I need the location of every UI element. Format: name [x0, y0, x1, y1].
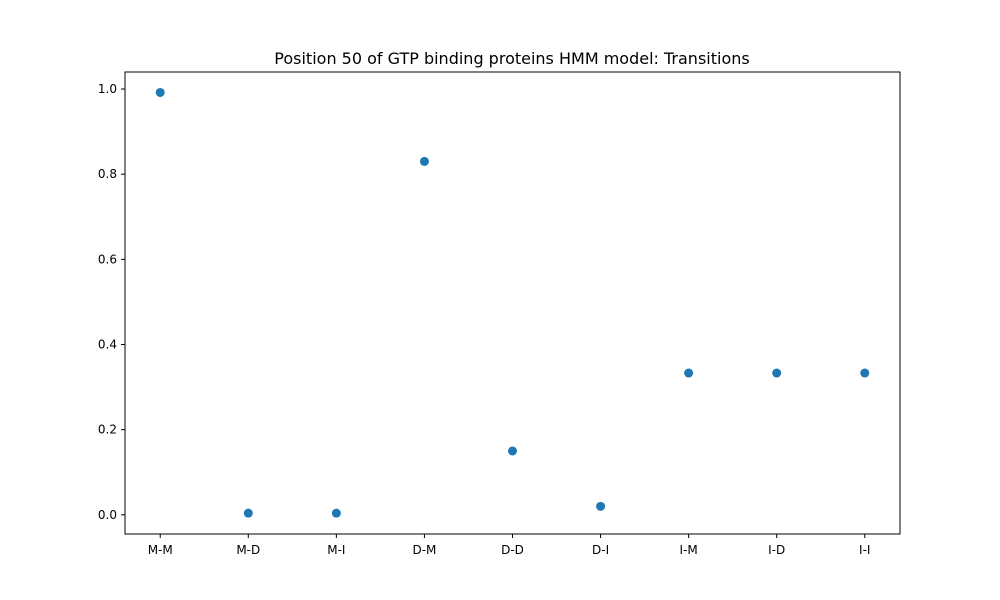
x-tick-label: D-I	[592, 543, 609, 557]
x-tick-label: M-M	[148, 543, 173, 557]
chart-title: Position 50 of GTP binding proteins HMM …	[274, 49, 749, 68]
x-axis: M-M M-D M-I D-M D-D D-I I-M I-D I-I	[148, 534, 870, 557]
data-point-i-d	[772, 368, 782, 378]
y-tick-label: 0.0	[98, 508, 117, 522]
y-axis: 0.0 0.2 0.4 0.6 0.8 1.0	[98, 82, 125, 522]
y-tick-label: 0.6	[98, 252, 117, 266]
data-point-m-i	[331, 508, 341, 518]
x-tick-label: I-I	[859, 543, 870, 557]
x-tick-label: D-M	[412, 543, 436, 557]
y-tick-label: 0.4	[98, 338, 117, 352]
x-tick-label: D-D	[501, 543, 524, 557]
data-point-d-i	[596, 501, 606, 511]
plot-frame	[124, 71, 901, 535]
data-points	[155, 87, 870, 518]
data-point-m-m	[155, 87, 165, 97]
y-tick-label: 0.8	[98, 167, 117, 181]
data-point-i-m	[684, 368, 694, 378]
x-tick-label: I-M	[680, 543, 698, 557]
x-tick-label: M-I	[327, 543, 345, 557]
data-point-d-d	[508, 446, 517, 456]
x-tick-label: M-D	[236, 543, 260, 557]
x-tick-label: I-D	[768, 543, 785, 557]
data-point-d-m	[419, 156, 429, 166]
y-tick-label: 1.0	[98, 82, 117, 96]
data-point-m-d	[243, 508, 253, 518]
data-point-i-i	[860, 368, 870, 378]
y-tick-label: 0.2	[98, 423, 117, 437]
